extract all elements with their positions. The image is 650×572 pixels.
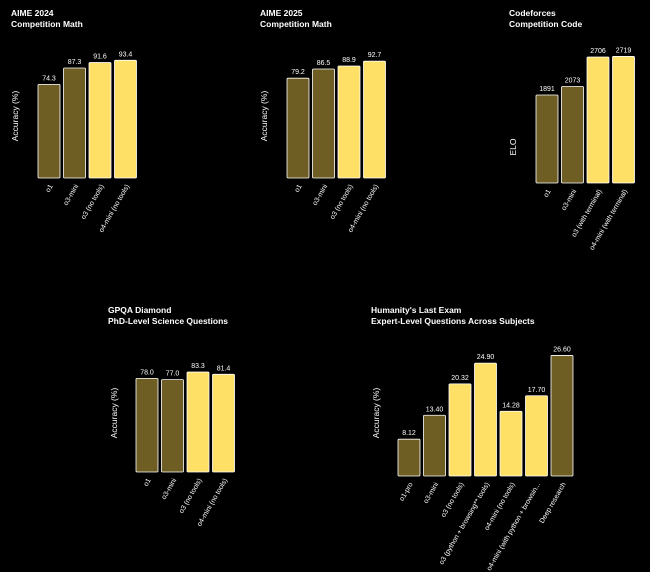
x-tick-label: o3-mini: [63, 183, 81, 207]
value-label: 92.7: [368, 52, 382, 59]
value-label: 2706: [590, 48, 606, 55]
chart-title: AIME 2025: [260, 8, 303, 18]
chart-title: AIME 2024: [11, 8, 54, 18]
value-label: 17.70: [528, 387, 546, 394]
bar: [612, 56, 635, 184]
x-tick-label: o3 (no tools): [329, 184, 355, 221]
x-tick-label: o3 (no tools): [440, 482, 466, 519]
bar: [37, 83, 61, 179]
bar: [161, 379, 184, 473]
chart-codeforces: Codeforces Competition Code ELO 1891 o1 20…: [508, 8, 635, 252]
value-label: 81.4: [217, 365, 231, 372]
x-tick-label: o3 (no tools): [80, 184, 106, 221]
bar: [561, 86, 584, 184]
x-tick-label: o3-mini: [561, 188, 579, 212]
x-tick-label: o1-pro: [399, 481, 415, 502]
chart-subtitle: Expert-Level Questions Across Subjects: [371, 316, 535, 326]
x-tick-label: o1: [294, 183, 304, 193]
value-label: 14.28: [502, 402, 520, 409]
bar: [397, 438, 421, 477]
bar: [474, 362, 497, 477]
x-tick-label: Deep research: [539, 481, 568, 524]
value-label: 77.0: [166, 371, 180, 378]
x-tick-label: o3-mini: [423, 481, 441, 505]
y-axis-label: Accuracy (%): [109, 388, 119, 439]
value-label: 1891: [539, 86, 555, 93]
bar: [88, 62, 112, 179]
x-tick-label: o3 (no tools): [178, 478, 204, 515]
x-tick-label: o3-mini: [312, 183, 330, 207]
value-label: 93.4: [119, 51, 133, 58]
bar: [525, 395, 548, 477]
bar: [312, 68, 335, 179]
y-axis-label: ELO: [508, 138, 518, 155]
bar: [550, 355, 574, 477]
value-label: 91.6: [93, 54, 107, 61]
x-tick-label: o1: [143, 477, 153, 487]
bar: [448, 383, 472, 477]
chart-subtitle: Competition Math: [260, 19, 332, 29]
bar: [135, 377, 159, 473]
chart-aime-2025: AIME 2025 Competition Math Accuracy (%) …: [259, 8, 386, 234]
value-label: 26.60: [553, 346, 571, 353]
x-tick-label: o3-mini: [161, 477, 179, 501]
x-tick-label: o1: [543, 188, 553, 198]
chart-gpqa-diamond: GPQA Diamond PhD-Level Science Questions…: [108, 305, 235, 528]
value-label: 88.9: [342, 57, 356, 64]
bar: [363, 60, 386, 179]
bar: [114, 59, 137, 179]
bar: [423, 414, 446, 477]
value-label: 2073: [565, 77, 581, 84]
bar: [63, 67, 86, 179]
chart-title: Codeforces: [509, 8, 556, 18]
value-label: 86.5: [317, 60, 331, 67]
value-label: 24.90: [477, 354, 495, 361]
chart-subtitle: Competition Code: [509, 19, 582, 29]
value-label: 2719: [616, 47, 632, 54]
chart-humanitys-last-exam: Humanity's Last Exam Expert-Level Questi…: [371, 305, 574, 572]
value-label: 20.32: [451, 375, 469, 382]
bar: [212, 373, 235, 473]
chart-subtitle: PhD-Level Science Questions: [108, 316, 228, 326]
x-tick-label: o1: [45, 183, 55, 193]
value-label: 78.0: [140, 369, 154, 376]
value-label: 8.12: [402, 430, 416, 437]
y-axis-label: Accuracy (%): [371, 388, 381, 439]
value-label: 87.3: [68, 59, 82, 66]
value-label: 74.3: [42, 75, 56, 82]
bar: [337, 65, 361, 179]
chart-title: Humanity's Last Exam: [371, 305, 462, 315]
bar: [586, 56, 610, 184]
x-tick-label: o4-mini (with python + browsin...: [486, 481, 542, 572]
bar: [499, 410, 523, 477]
value-label: 79.2: [291, 69, 305, 76]
bar: [186, 371, 210, 473]
x-tick-label: o3 (python + browsing** tools): [438, 482, 491, 567]
bar: [535, 94, 559, 184]
chart-title: GPQA Diamond: [108, 305, 171, 315]
y-axis-label: Accuracy (%): [10, 91, 20, 142]
value-label: 13.40: [426, 406, 444, 413]
chart-aime-2024: AIME 2024 Competition Math Accuracy (%) …: [10, 8, 137, 234]
chart-subtitle: Competition Math: [11, 19, 83, 29]
y-axis-label: Accuracy (%): [259, 91, 269, 142]
bar-group: 8.12 o1-pro 13.40 o3-mini 20.32 o3 (no tools)…: [397, 346, 574, 572]
value-label: 83.3: [191, 363, 205, 370]
bar: [286, 77, 310, 179]
